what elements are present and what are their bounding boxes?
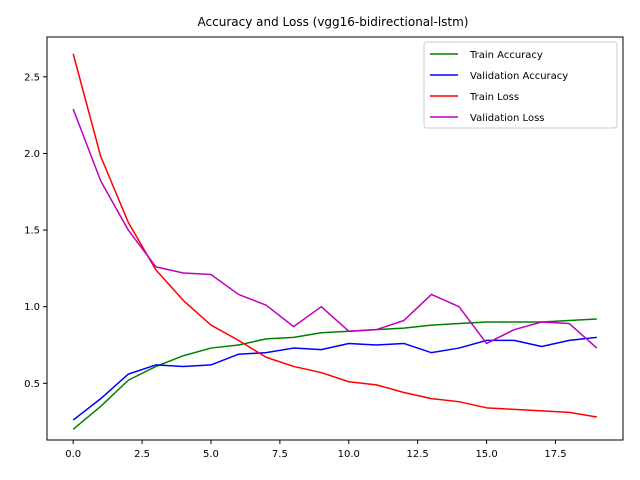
chart-title: Accuracy and Loss (vgg16-bidirectional-l…	[198, 15, 469, 29]
x-tick-label: 2.5	[134, 449, 150, 460]
series-line-train-loss	[72, 53, 597, 418]
y-axis: 0.5 1.0 1.5 2.0 2.5	[24, 72, 47, 390]
x-tick-label: 10.0	[338, 449, 360, 460]
x-tick-label: 17.5	[544, 449, 566, 460]
y-tick-label: 0.5	[24, 379, 40, 390]
legend-label-validation-accuracy: Validation Accuracy	[470, 71, 568, 82]
x-tick-label: 5.0	[203, 449, 219, 460]
legend: Train Accuracy Validation Accuracy Train L…	[423, 41, 618, 129]
x-tick-label: 12.5	[407, 449, 429, 460]
y-tick-label: 1.0	[24, 302, 40, 313]
series-line-validation-accuracy	[72, 336, 597, 421]
series-line-validation-loss	[72, 108, 598, 349]
legend-label-validation-loss: Validation Loss	[470, 113, 545, 124]
y-tick-label: 2.0	[24, 149, 40, 160]
plot-frame	[46, 36, 624, 441]
plot-area	[46, 36, 624, 441]
x-tick-label: 0.0	[65, 449, 81, 460]
legend-label-train-accuracy: Train Accuracy	[469, 50, 543, 61]
legend-box	[423, 41, 618, 129]
legend-label-train-loss: Train Loss	[469, 92, 519, 103]
x-tick-label: 15.0	[475, 449, 497, 460]
series-lines	[72, 53, 598, 430]
x-tick-label: 7.5	[272, 449, 288, 460]
x-axis: 0.0 2.5 5.0 7.5 10.0 12.5 15.0 17.5	[65, 440, 567, 460]
y-tick-label: 2.5	[24, 72, 40, 83]
y-tick-label: 1.5	[24, 226, 40, 237]
